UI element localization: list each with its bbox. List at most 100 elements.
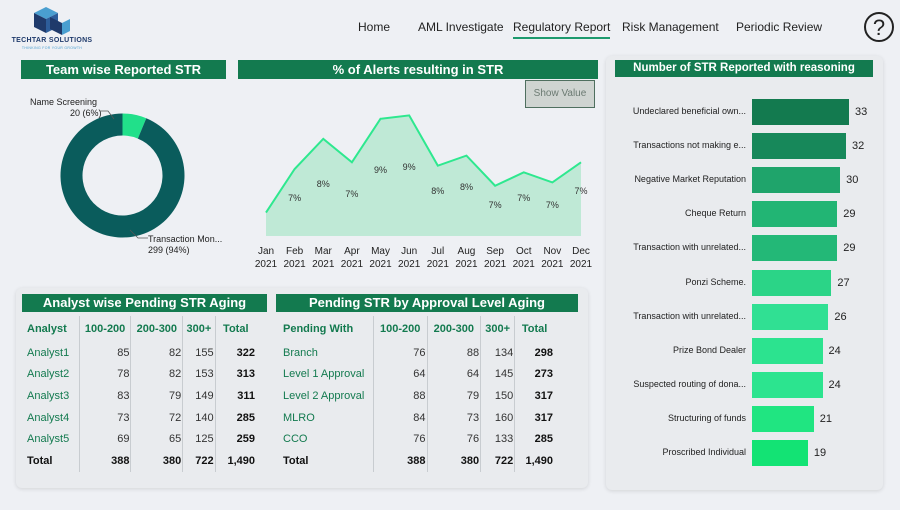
bar[interactable]	[752, 337, 823, 364]
donut-slice[interactable]	[60, 113, 185, 238]
value-cell: 140	[182, 406, 216, 429]
table-row[interactable]: Level 1 Approval 64 64 145 273	[282, 363, 554, 386]
data-label: 7%	[345, 189, 358, 199]
table-row[interactable]: Analyst1 85 82 155 322	[26, 342, 256, 364]
value-cell: 78	[78, 363, 131, 386]
value-cell: 76	[372, 428, 428, 450]
value-cell: 285	[214, 406, 256, 429]
bar-category-label: Suspected routing of dona...	[633, 378, 746, 389]
donut-leader-line-bottom	[129, 229, 148, 239]
bar-category-label: Transaction with unrelated...	[633, 242, 746, 253]
name-screening-value: 20 (6%)	[70, 108, 102, 118]
bar[interactable]	[752, 99, 849, 125]
table-row[interactable]: Branch 76 88 134 298	[282, 342, 554, 364]
series-line[interactable]	[265, 114, 582, 214]
col-100-200[interactable]: 100-200	[78, 316, 131, 342]
value-cell: 88	[372, 385, 428, 407]
col-total[interactable]: Total	[214, 316, 256, 342]
analyst-table-header: Analyst 100-200 200-300 300+ Total	[26, 316, 256, 342]
bar[interactable]	[752, 167, 841, 194]
bar[interactable]	[752, 371, 823, 398]
nav-regulatory-report[interactable]: Regulatory Report	[513, 20, 611, 39]
bar[interactable]	[752, 303, 829, 330]
bar-category-label: Negative Market Reputation	[634, 174, 746, 185]
value-cell: 82	[130, 342, 183, 364]
col-200-300[interactable]: 200-300	[426, 316, 481, 342]
value-cell: 149	[182, 385, 216, 407]
col-200-300[interactable]: 200-300	[130, 316, 183, 342]
value-cell: 311	[214, 385, 256, 407]
x-tick-year: 2021	[284, 259, 307, 270]
approval-name-cell: CCO	[283, 433, 308, 446]
nav-home[interactable]: Home	[358, 20, 391, 34]
donut-leader-line-top	[100, 110, 115, 120]
bar-value-label: 32	[852, 140, 865, 153]
total-label: Total	[27, 454, 53, 467]
total-value-cell: 1,490	[214, 449, 256, 472]
bar-value-label: 29	[843, 242, 856, 255]
show-value-button[interactable]: Show Value	[525, 80, 595, 108]
value-cell: 79	[426, 385, 481, 407]
value-cell: 76	[372, 342, 428, 364]
data-label: 7%	[574, 186, 587, 196]
brand-tagline: THINKING FOR YOUR GROWTH	[21, 46, 83, 50]
x-tick-year: 2021	[398, 259, 421, 270]
value-cell: 85	[78, 342, 131, 364]
x-tick-year: 2021	[455, 259, 478, 270]
value-cell: 133	[480, 428, 515, 450]
bar[interactable]	[752, 269, 832, 296]
nav-periodic-review[interactable]: Periodic Review	[736, 20, 823, 34]
help-icon[interactable]: ?	[864, 12, 894, 42]
value-cell: 69	[78, 428, 131, 450]
donut-slice[interactable]	[122, 113, 147, 139]
approval-name-cell: Branch	[283, 346, 318, 359]
data-label: 7%	[489, 200, 502, 210]
table-row[interactable]: CCO 76 76 133 285	[282, 428, 554, 450]
value-cell: 79	[130, 385, 183, 407]
col-300-plus[interactable]: 300+	[480, 316, 515, 342]
total-label: Total	[283, 454, 309, 467]
table-row[interactable]: Analyst3 83 79 149 311	[26, 385, 256, 407]
value-cell: 64	[372, 363, 428, 386]
table-row[interactable]: Level 2 Approval 88 79 150 317	[282, 385, 554, 407]
x-tick-year: 2021	[369, 259, 392, 270]
bar[interactable]	[752, 235, 838, 262]
x-tick-month: Feb	[286, 246, 304, 257]
bar-category-label: Prize Bond Dealer	[672, 344, 746, 355]
approval-panel-title: Pending STR by Approval Level Aging	[276, 294, 578, 312]
value-cell: 76	[426, 428, 481, 450]
table-row[interactable]: MLRO 84 73 160 317	[282, 406, 554, 429]
nav-aml-investigate[interactable]: AML Investigate	[418, 20, 504, 34]
value-cell: 64	[426, 363, 481, 386]
bar[interactable]	[752, 440, 808, 466]
value-cell: 153	[182, 363, 216, 386]
table-row[interactable]: Analyst2 78 82 153 313	[26, 363, 256, 386]
bar[interactable]	[752, 201, 838, 228]
bar[interactable]	[752, 133, 847, 160]
col-100-200[interactable]: 100-200	[372, 316, 428, 342]
x-tick-month: May	[371, 246, 390, 257]
col-pending-with[interactable]: Pending With	[283, 323, 354, 335]
table-total-row: Total 388 380 722 1,490	[282, 449, 554, 472]
bar[interactable]	[752, 405, 814, 432]
approval-name-cell: Level 1 Approval	[283, 368, 365, 381]
table-row[interactable]: Analyst4 73 72 140 285	[26, 406, 256, 429]
nav-risk-management[interactable]: Risk Management	[622, 20, 719, 34]
x-tick-year: 2021	[484, 259, 507, 270]
table-row[interactable]: Analyst5 69 65 125 259	[26, 428, 256, 450]
x-tick-month: Jan	[258, 246, 274, 257]
bar-value-label: 29	[843, 208, 856, 221]
col-300-plus[interactable]: 300+	[182, 316, 216, 342]
bar-value-label: 24	[828, 378, 841, 391]
company-logo[interactable]: TECHTAR SOLUTIONS THINKING FOR YOUR GROW…	[6, 5, 98, 53]
value-cell: 88	[426, 342, 481, 364]
bar-value-label: 24	[828, 344, 841, 357]
col-analyst[interactable]: Analyst	[27, 323, 67, 335]
col-total[interactable]: Total	[514, 316, 554, 342]
x-tick-month: Aug	[458, 246, 476, 257]
bar-value-label: 27	[837, 276, 850, 289]
analyst-name-cell: Analyst2	[27, 368, 70, 381]
total-value-cell: 722	[480, 449, 515, 472]
bar-category-label: Structuring of funds	[667, 412, 746, 423]
value-cell: 160	[480, 406, 515, 429]
